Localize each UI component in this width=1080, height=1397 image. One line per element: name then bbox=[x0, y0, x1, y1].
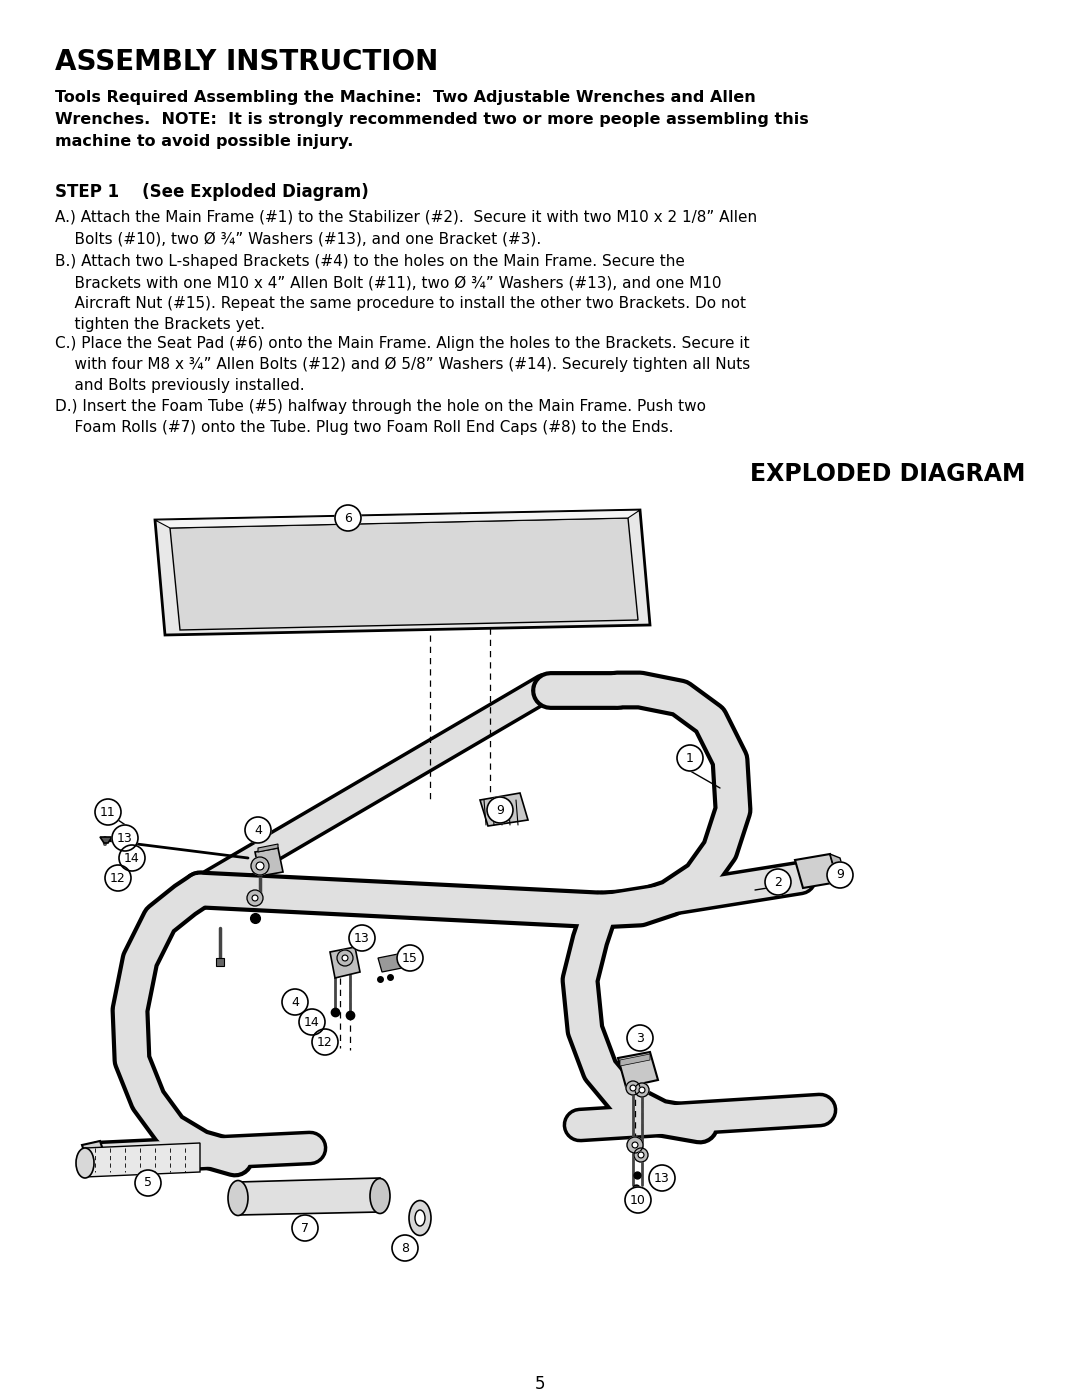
Text: D.) Insert the Foam Tube (#5) halfway through the hole on the Main Frame. Push t: D.) Insert the Foam Tube (#5) halfway th… bbox=[55, 400, 706, 434]
Ellipse shape bbox=[76, 1148, 94, 1178]
Polygon shape bbox=[82, 1141, 108, 1171]
Ellipse shape bbox=[228, 1180, 248, 1215]
Circle shape bbox=[112, 826, 138, 851]
Text: 3: 3 bbox=[636, 1031, 644, 1045]
Circle shape bbox=[827, 862, 853, 888]
Text: 11: 11 bbox=[100, 806, 116, 819]
Circle shape bbox=[292, 1215, 318, 1241]
Text: Tools Required Assembling the Machine:  Two Adjustable Wrenches and Allen
Wrench: Tools Required Assembling the Machine: T… bbox=[55, 89, 809, 149]
Text: 13: 13 bbox=[354, 932, 369, 944]
Circle shape bbox=[342, 956, 348, 961]
Circle shape bbox=[765, 869, 791, 895]
Circle shape bbox=[251, 856, 269, 875]
Circle shape bbox=[105, 865, 131, 891]
Text: 15: 15 bbox=[402, 951, 418, 964]
Polygon shape bbox=[156, 510, 640, 528]
Circle shape bbox=[299, 1009, 325, 1035]
Circle shape bbox=[282, 989, 308, 1016]
Text: ASSEMBLY INSTRUCTION: ASSEMBLY INSTRUCTION bbox=[55, 47, 438, 75]
Text: 5: 5 bbox=[144, 1176, 152, 1189]
Polygon shape bbox=[156, 510, 650, 636]
Circle shape bbox=[119, 845, 145, 870]
Text: 4: 4 bbox=[292, 996, 299, 1009]
Text: 2: 2 bbox=[774, 876, 782, 888]
Text: 13: 13 bbox=[654, 1172, 670, 1185]
Text: 14: 14 bbox=[124, 852, 140, 865]
Text: EXPLODED DIAGRAM: EXPLODED DIAGRAM bbox=[750, 462, 1025, 486]
Text: 14: 14 bbox=[305, 1016, 320, 1028]
Text: B.) Attach two L-shaped Brackets (#4) to the holes on the Main Frame. Secure the: B.) Attach two L-shaped Brackets (#4) to… bbox=[55, 254, 746, 332]
Polygon shape bbox=[170, 518, 638, 630]
Text: 1: 1 bbox=[686, 752, 694, 764]
Text: 8: 8 bbox=[401, 1242, 409, 1255]
Circle shape bbox=[312, 1030, 338, 1055]
Circle shape bbox=[397, 944, 423, 971]
Text: A.) Attach the Main Frame (#1) to the Stabilizer (#2).  Secure it with two M10 x: A.) Attach the Main Frame (#1) to the St… bbox=[55, 210, 757, 246]
Circle shape bbox=[627, 1025, 653, 1051]
Polygon shape bbox=[258, 844, 278, 852]
Text: 7: 7 bbox=[301, 1221, 309, 1235]
Polygon shape bbox=[100, 837, 112, 842]
Text: C.) Place the Seat Pad (#6) onto the Main Frame. Align the holes to the Brackets: C.) Place the Seat Pad (#6) onto the Mai… bbox=[55, 337, 751, 394]
Polygon shape bbox=[238, 1178, 380, 1215]
Circle shape bbox=[639, 1087, 645, 1092]
Circle shape bbox=[335, 504, 361, 531]
Circle shape bbox=[627, 1137, 643, 1153]
Ellipse shape bbox=[415, 1210, 426, 1227]
Ellipse shape bbox=[409, 1200, 431, 1235]
Circle shape bbox=[487, 798, 513, 823]
Text: 9: 9 bbox=[836, 869, 843, 882]
Circle shape bbox=[349, 925, 375, 951]
Polygon shape bbox=[831, 854, 848, 886]
Polygon shape bbox=[255, 848, 283, 876]
Circle shape bbox=[135, 1171, 161, 1196]
Polygon shape bbox=[378, 954, 402, 972]
Text: 10: 10 bbox=[630, 1193, 646, 1207]
Text: 9: 9 bbox=[496, 803, 504, 816]
Text: 13: 13 bbox=[117, 831, 133, 845]
Circle shape bbox=[245, 817, 271, 842]
Ellipse shape bbox=[370, 1179, 390, 1214]
Circle shape bbox=[649, 1165, 675, 1192]
Polygon shape bbox=[85, 1143, 200, 1178]
Polygon shape bbox=[480, 793, 528, 826]
Circle shape bbox=[677, 745, 703, 771]
Text: 12: 12 bbox=[318, 1035, 333, 1049]
Circle shape bbox=[247, 890, 264, 907]
Circle shape bbox=[252, 895, 258, 901]
Polygon shape bbox=[618, 1052, 658, 1087]
Circle shape bbox=[630, 1085, 636, 1091]
Circle shape bbox=[638, 1153, 644, 1158]
Circle shape bbox=[625, 1187, 651, 1213]
Text: 6: 6 bbox=[345, 511, 352, 524]
Polygon shape bbox=[795, 854, 838, 888]
Text: STEP 1    (See Exploded Diagram): STEP 1 (See Exploded Diagram) bbox=[55, 183, 368, 201]
Text: 4: 4 bbox=[254, 823, 262, 837]
Polygon shape bbox=[330, 947, 360, 978]
Text: 5: 5 bbox=[535, 1375, 545, 1393]
Circle shape bbox=[632, 1141, 638, 1148]
Text: 12: 12 bbox=[110, 872, 126, 884]
Circle shape bbox=[634, 1148, 648, 1162]
Circle shape bbox=[95, 799, 121, 826]
Circle shape bbox=[626, 1081, 640, 1095]
Circle shape bbox=[635, 1083, 649, 1097]
Circle shape bbox=[337, 950, 353, 965]
Circle shape bbox=[256, 862, 264, 870]
Polygon shape bbox=[620, 1053, 650, 1066]
Circle shape bbox=[392, 1235, 418, 1261]
